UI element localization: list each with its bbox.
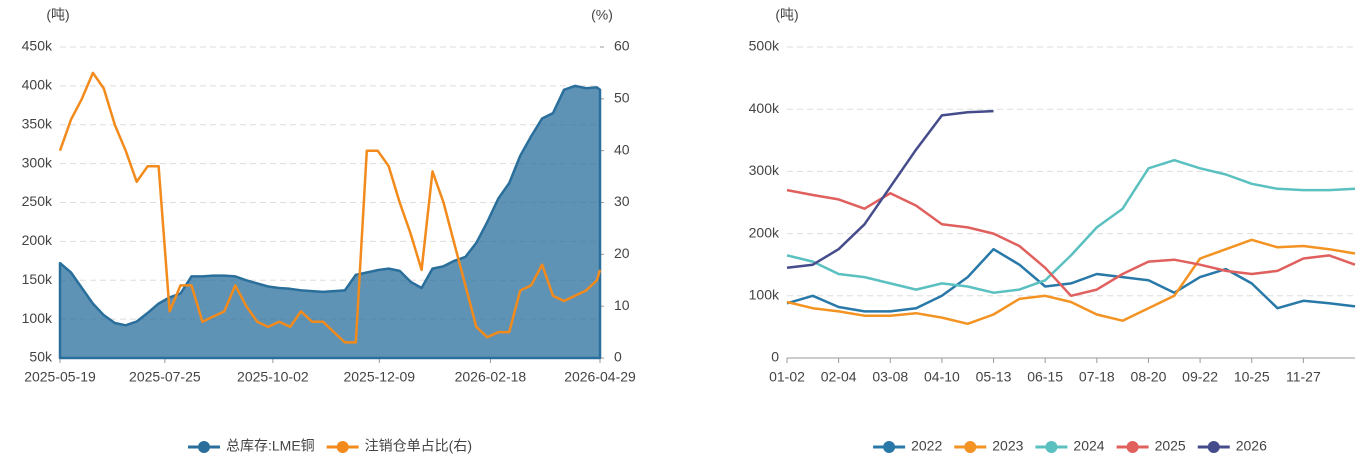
y2-tick-label: 10 bbox=[614, 297, 630, 313]
y2-unit: (%) bbox=[591, 7, 613, 23]
y2-tick-label: 40 bbox=[614, 141, 630, 157]
legend-marker bbox=[336, 441, 349, 453]
y-tick-label: 300k bbox=[22, 154, 53, 170]
y2-tick-label: 20 bbox=[614, 245, 630, 261]
y-tick-label: 500k bbox=[749, 38, 780, 54]
x-tick-label: 01-02 bbox=[769, 369, 805, 385]
x-tick-label: 2026-02-18 bbox=[455, 369, 527, 385]
legend-item: 2022 bbox=[873, 438, 942, 454]
legend-item: 2023 bbox=[954, 438, 1024, 454]
legend-item: 2026 bbox=[1197, 438, 1267, 454]
y-tick-label: 400k bbox=[22, 77, 53, 93]
x-tick-label: 10-25 bbox=[1234, 369, 1270, 385]
x-tick-label: 06-15 bbox=[1027, 369, 1063, 385]
y-tick-label: 400k bbox=[749, 100, 780, 116]
legend-label: 注销仓单占比(右) bbox=[365, 438, 472, 454]
y-tick-label: 450k bbox=[22, 38, 53, 54]
x-tick-label: 2025-07-25 bbox=[129, 369, 201, 385]
y-tick-label: 350k bbox=[22, 115, 53, 131]
legend-label: 2026 bbox=[1236, 438, 1267, 454]
x-tick-label: 08-20 bbox=[1131, 369, 1167, 385]
legend-label: 总库存:LME铜 bbox=[226, 438, 315, 454]
x-tick-label: 2025-12-09 bbox=[343, 369, 415, 385]
legend-label: 2024 bbox=[1073, 438, 1104, 454]
x-tick-label: 09-22 bbox=[1182, 369, 1218, 385]
legend-marker bbox=[1207, 441, 1220, 453]
x-tick-label: 11-27 bbox=[1286, 369, 1321, 385]
line bbox=[786, 238, 1356, 326]
y2-tick-label: 30 bbox=[614, 193, 630, 209]
y-tick-label: 100k bbox=[22, 310, 53, 326]
line bbox=[786, 247, 1356, 313]
y-tick-label: 250k bbox=[22, 193, 53, 209]
y-tick-label: 0 bbox=[771, 349, 779, 365]
y-tick-label: 200k bbox=[749, 224, 780, 240]
legend-marker bbox=[964, 441, 977, 453]
y-unit: (吨) bbox=[46, 7, 69, 23]
legend-item: 总库存:LME铜 bbox=[187, 438, 315, 454]
x-tick-label: 03-08 bbox=[872, 369, 908, 385]
x-tick-label: 07-18 bbox=[1079, 369, 1115, 385]
line bbox=[786, 109, 994, 270]
y-tick-label: 300k bbox=[749, 162, 780, 178]
y-unit: (吨) bbox=[775, 7, 798, 23]
legend-label: 2023 bbox=[992, 438, 1023, 454]
legend-marker bbox=[1045, 441, 1058, 453]
x-tick-label: 2025-10-02 bbox=[237, 369, 309, 385]
legend-marker bbox=[1126, 441, 1139, 453]
x-tick-label: 05-13 bbox=[976, 369, 1012, 385]
area bbox=[58, 84, 602, 360]
x-tick-label: 2025-05-19 bbox=[24, 369, 96, 385]
legend-marker bbox=[883, 441, 896, 453]
x-tick-label: 2026-04-29 bbox=[564, 369, 636, 385]
legend-item: 2024 bbox=[1035, 438, 1105, 454]
y-tick-label: 50k bbox=[29, 349, 53, 365]
x-tick-label: 02-04 bbox=[821, 369, 857, 385]
y-tick-label: 100k bbox=[749, 287, 780, 303]
y2-tick-label: 0 bbox=[614, 349, 622, 365]
legend-label: 2025 bbox=[1155, 438, 1186, 454]
legend-item: 注销仓单占比(右) bbox=[326, 438, 472, 454]
x-tick-label: 04-10 bbox=[924, 369, 960, 385]
legend-item: 2025 bbox=[1116, 438, 1186, 454]
legend-marker bbox=[197, 441, 210, 453]
y-tick-label: 150k bbox=[22, 271, 53, 287]
y2-tick-label: 50 bbox=[614, 90, 630, 106]
line bbox=[58, 71, 602, 344]
line bbox=[786, 158, 1356, 294]
y2-tick-label: 60 bbox=[614, 38, 630, 54]
legend-label: 2022 bbox=[911, 438, 942, 454]
y-tick-label: 200k bbox=[22, 232, 53, 248]
